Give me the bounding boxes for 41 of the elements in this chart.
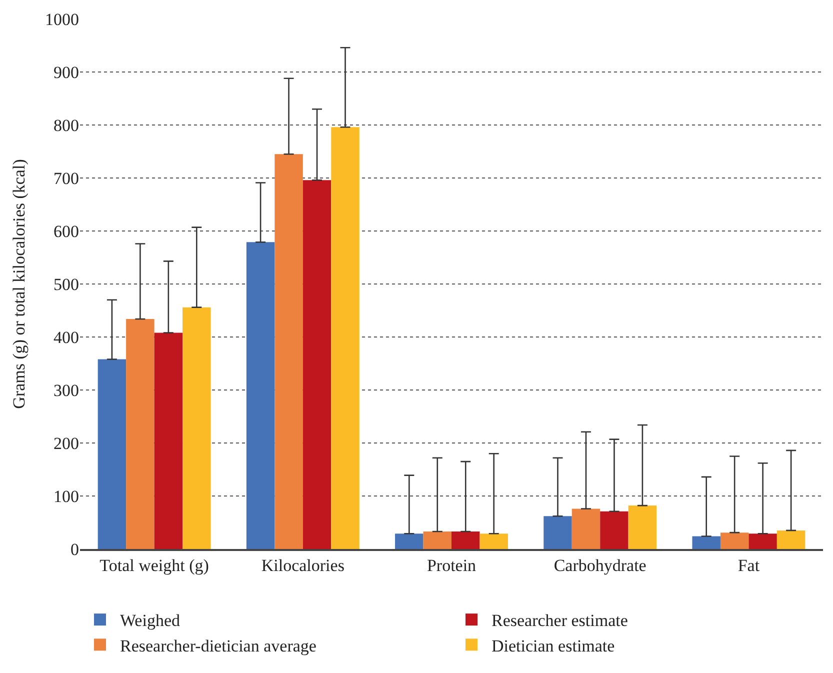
- y-tick-label: 0: [70, 540, 79, 559]
- bar: [274, 154, 303, 549]
- y-tick-label: 800: [54, 116, 79, 135]
- legend-label: Researcher estimate: [492, 611, 628, 630]
- bar: [480, 534, 508, 549]
- legend-label: Researcher-dietician average: [120, 636, 316, 656]
- bar: [126, 318, 154, 549]
- y-tick-label: 900: [54, 62, 79, 82]
- bar: [544, 516, 572, 549]
- bar: [98, 359, 126, 549]
- y-tick-label: 700: [54, 168, 79, 188]
- bar: [423, 532, 452, 549]
- x-tick-label: Protein: [426, 556, 477, 576]
- bar: [748, 534, 777, 549]
- x-tick-label: Fat: [738, 556, 760, 576]
- bar: [776, 530, 806, 549]
- y-tick-label: 100: [54, 486, 79, 506]
- bar: [572, 508, 600, 549]
- bar: [302, 180, 332, 549]
- bar: [182, 307, 211, 549]
- bar: [246, 242, 275, 549]
- x-tick-label: Carbohydrate: [554, 556, 646, 576]
- legend-label: Dietician estimate: [492, 636, 615, 656]
- bar: [628, 506, 657, 549]
- y-tick-label: 200: [54, 434, 79, 453]
- bar: [395, 534, 424, 549]
- legend-label: Weighed: [120, 611, 180, 630]
- y-tick-label: 400: [54, 328, 79, 347]
- x-tick-label: Kilocalories: [261, 556, 344, 576]
- bar: [331, 127, 360, 549]
- y-axis-title: Grams (g) or total kilocalories (kcal): [10, 159, 29, 409]
- y-tick-label: 600: [54, 222, 79, 241]
- y-tick-label: 300: [54, 380, 79, 400]
- y-tick-label: 1000: [45, 10, 79, 29]
- x-tick-label: Total weight (g): [100, 556, 209, 576]
- bar: [720, 532, 749, 549]
- bar: [154, 332, 183, 549]
- bar: [600, 511, 628, 549]
- y-tick-label: 500: [54, 274, 79, 294]
- bar: [452, 532, 480, 549]
- bar: [692, 536, 720, 549]
